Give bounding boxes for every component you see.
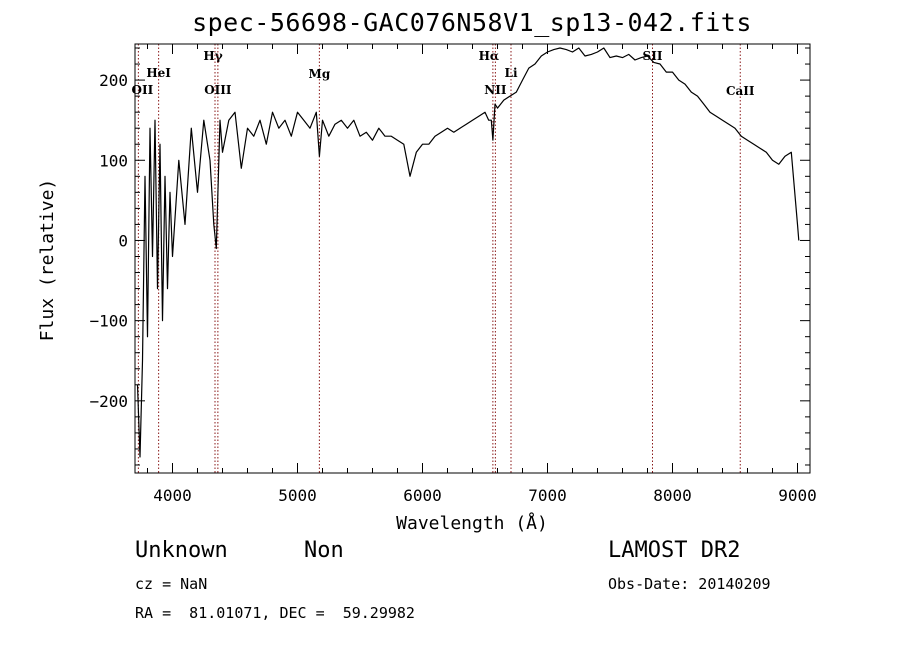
redshift-value: cz = NaN <box>135 575 208 593</box>
spectrum-line-0 <box>136 47 800 458</box>
y-tick-label: 100 <box>99 151 128 170</box>
object-subclass: Non <box>304 538 344 563</box>
x-tick-label: 7000 <box>528 486 567 505</box>
line-label-Hα: Hα <box>479 49 500 63</box>
observation-date: Obs-Date: 20140209 <box>608 575 771 593</box>
line-label-OIII: OIII <box>204 83 232 97</box>
x-tick-label: 4000 <box>153 486 192 505</box>
line-label-OII: OII <box>132 83 154 97</box>
coordinates: RA = 81.01071, DEC = 59.29982 <box>135 604 415 622</box>
line-label-HeI: HeI <box>146 66 171 80</box>
plot-frame <box>134 43 811 474</box>
line-label-CaII: CaII <box>726 84 755 98</box>
y-tick-label: −200 <box>89 392 128 411</box>
x-tick-label: 9000 <box>778 486 817 505</box>
x-tick-label: 8000 <box>653 486 692 505</box>
axes-group: 4000 5000 6000 7000 8000 9000 −200 −100 0 100 200 <box>89 43 817 505</box>
line-label-NII: NII <box>484 83 507 97</box>
x-axis-label: Wavelength (Å) <box>396 512 548 534</box>
y-axis-label: Flux (relative) <box>37 179 58 342</box>
line-label-Hγ: Hγ <box>203 49 222 63</box>
y-tick-label: 200 <box>99 71 128 90</box>
survey-name: LAMOST DR2 <box>608 538 741 563</box>
y-tick-label: 0 <box>118 231 128 250</box>
line-label-SII: SII <box>643 49 663 63</box>
x-tick-label: 5000 <box>278 486 317 505</box>
spectrum-series-group <box>136 47 800 458</box>
line-label-Li: Li <box>505 66 518 80</box>
emission-line-markers: OII HeI Hγ OIII Mg Hα NII Li SII CaII <box>132 44 755 473</box>
x-tick-label: 6000 <box>403 486 442 505</box>
y-tick-label: −100 <box>89 312 128 331</box>
chart-title: spec-56698-GAC076N58V1_sp13-042.fits <box>192 8 752 37</box>
object-class: Unknown <box>135 538 228 563</box>
line-label-Mg: Mg <box>309 67 331 81</box>
